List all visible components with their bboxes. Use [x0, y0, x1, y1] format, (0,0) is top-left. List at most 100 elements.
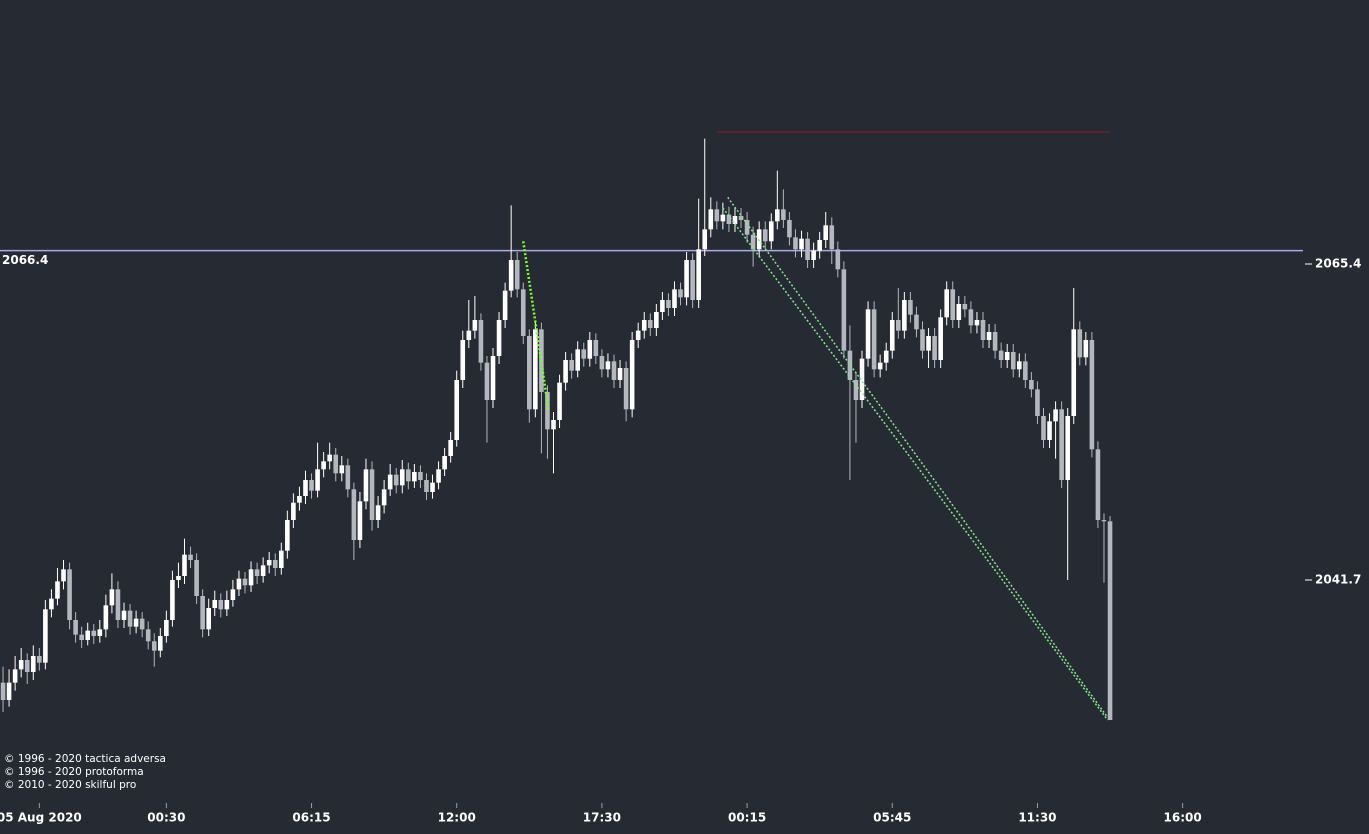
candle-body [436, 469, 441, 483]
candle-body [18, 660, 24, 670]
candle-body [369, 469, 375, 520]
candle-body [883, 350, 889, 363]
candle-body [145, 629, 151, 642]
candle-body [545, 392, 550, 430]
x-tick-label: 00:30 [147, 811, 185, 825]
candle-body [557, 382, 562, 420]
candle-body [97, 629, 103, 636]
candle-body [1059, 409, 1064, 480]
candle-body [412, 472, 417, 482]
trendline [722, 207, 1109, 721]
candle-body [466, 330, 472, 340]
candle-body [224, 600, 230, 610]
candle-body [787, 220, 792, 238]
candle-body [962, 304, 968, 310]
candle-body [1016, 361, 1022, 370]
candle-body [980, 320, 986, 340]
candle-body [43, 609, 48, 663]
candle-body [563, 360, 568, 383]
candle-body [672, 289, 677, 308]
candle-body [151, 641, 157, 651]
candle-body [986, 332, 992, 340]
candle-body [1004, 352, 1010, 360]
candle-body [297, 496, 302, 503]
candle-body [533, 329, 538, 410]
candle-body [641, 320, 647, 331]
candle-body [605, 361, 611, 370]
candle-body [472, 320, 478, 331]
x-tick-label: 05 Aug 2020 [0, 811, 82, 825]
candle-body [254, 569, 260, 576]
candle-body [835, 249, 841, 270]
candle-body [393, 474, 399, 486]
x-tick-label: 05:45 [873, 811, 911, 825]
candle-body [647, 320, 653, 328]
candle-body [321, 461, 326, 470]
candle-body [230, 589, 236, 600]
candle-body [345, 465, 351, 490]
candle-body [998, 350, 1004, 360]
candle-body [460, 340, 466, 380]
candle-body [678, 289, 683, 298]
candle-body [581, 349, 587, 359]
candle-body [12, 669, 18, 683]
candle-body [696, 249, 701, 300]
candle-body [877, 362, 883, 370]
candle-body [363, 469, 369, 502]
candle-body [49, 598, 54, 610]
candle-body [158, 636, 163, 651]
candle-body [865, 309, 871, 359]
candle-body [908, 300, 913, 315]
candle-body [1089, 340, 1095, 450]
candle-body [744, 220, 750, 235]
candle-body [387, 474, 393, 490]
candle-body [339, 465, 345, 474]
candle-body [762, 229, 768, 242]
trendline [727, 196, 1109, 718]
candle-body [611, 361, 617, 380]
candle-body [914, 314, 919, 330]
candle-body [6, 682, 12, 700]
candle-body [944, 289, 950, 318]
candle-body [79, 634, 84, 640]
candle-body [950, 289, 956, 320]
candle-body [351, 489, 357, 540]
candle-body [176, 576, 181, 580]
x-tick-label: 12:00 [438, 811, 476, 825]
candle-body [805, 238, 810, 260]
candle-body [139, 618, 145, 630]
candle-body [1053, 409, 1058, 422]
candle-body [623, 368, 629, 410]
candle-body [103, 605, 109, 630]
candle-body [206, 608, 211, 630]
candle-body [768, 221, 774, 242]
candle-body [726, 214, 732, 224]
y-tick-label: 2041.7 [1315, 573, 1361, 587]
candle-body [1107, 521, 1113, 720]
candle-body [454, 380, 460, 440]
candle-body [381, 489, 387, 506]
candle-body [1023, 361, 1028, 380]
candle-body [666, 300, 671, 308]
candle-body [85, 630, 91, 640]
candle-body [121, 610, 127, 620]
candle-body [1083, 340, 1089, 358]
candle-body [188, 554, 193, 560]
candle-body [285, 520, 290, 551]
candle-body [1047, 421, 1052, 440]
candle-body [109, 589, 115, 606]
candle-body [278, 550, 284, 568]
candle-body [871, 309, 877, 370]
candle-body [775, 209, 780, 222]
candle-body [406, 469, 411, 482]
candle-body [24, 660, 30, 672]
candle-body [684, 260, 689, 298]
candle-body [424, 480, 429, 492]
candle-body [520, 289, 526, 336]
candle-body [327, 454, 332, 462]
candle-body [170, 580, 175, 620]
candle-body [781, 209, 786, 220]
candle-body [315, 469, 320, 491]
candle-body [514, 260, 520, 290]
